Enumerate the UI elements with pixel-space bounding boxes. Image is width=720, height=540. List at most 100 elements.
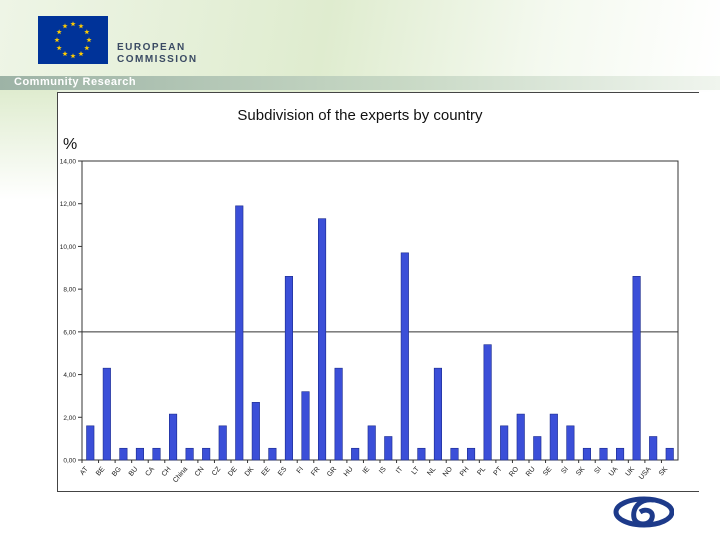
x-tick-label: IE <box>362 466 372 476</box>
ec-name: EUROPEAN COMMISSION <box>117 42 198 66</box>
bar <box>467 447 476 461</box>
x-tick-label: CH <box>161 466 173 478</box>
bar <box>284 276 293 461</box>
x-tick-label: USA <box>638 466 653 482</box>
x-tick-label: UK <box>625 466 637 478</box>
flag-star <box>84 45 90 51</box>
x-tick-label: FI <box>296 466 305 475</box>
bar <box>86 425 95 461</box>
y-tick-label: 12,00 <box>60 201 77 208</box>
flag-star <box>70 53 76 59</box>
chart-title: Subdivision of the experts by country <box>237 107 483 124</box>
y-tick-label: 8,00 <box>63 287 76 294</box>
y-tick-label: 4,00 <box>63 372 76 379</box>
x-tick-label: BE <box>95 466 107 478</box>
x-tick-label: RU <box>525 466 537 478</box>
x-tick-label: China <box>172 466 189 485</box>
bar <box>301 391 310 461</box>
x-tick-label: LT <box>411 465 422 476</box>
y-tick-label: 10,00 <box>60 244 77 251</box>
bar <box>500 425 509 461</box>
bar <box>400 252 409 461</box>
y-tick-label: 2,00 <box>63 415 76 422</box>
ec-name-line1: EUROPEAN <box>117 42 186 53</box>
bar <box>599 447 608 461</box>
bar <box>665 447 674 461</box>
bar <box>450 447 459 461</box>
bar <box>516 413 525 461</box>
x-tick-label: CA <box>144 466 156 478</box>
flag-star <box>70 21 76 27</box>
bar <box>582 447 591 461</box>
y-tick-label: 6,00 <box>63 329 76 336</box>
bar <box>384 436 393 461</box>
x-tick-label: SI <box>560 466 570 476</box>
flag-star <box>62 51 68 57</box>
x-tick-label: GR <box>326 466 338 479</box>
flag-star <box>78 51 84 57</box>
x-tick-label: HU <box>343 466 355 478</box>
x-tick-label: PL <box>476 466 487 477</box>
x-tick-label: CN <box>194 466 206 478</box>
flag-star <box>86 37 92 43</box>
bar <box>185 447 194 461</box>
bar <box>119 447 128 461</box>
x-tick-label: RO <box>508 465 520 478</box>
bar <box>566 425 575 461</box>
y-tick-label: 0,00 <box>63 458 76 465</box>
x-tick-label: NL <box>426 466 437 477</box>
bar <box>169 413 178 461</box>
flag-star <box>54 37 60 43</box>
bar <box>649 436 658 461</box>
x-tick-label: BU <box>128 466 140 478</box>
bar <box>549 413 558 461</box>
flag-star <box>56 45 62 51</box>
x-tick-label: PT <box>493 465 505 477</box>
bar <box>152 447 161 461</box>
eu-flag-icon <box>38 16 108 64</box>
x-tick-label: UA <box>608 466 620 478</box>
x-tick-label: SI <box>593 466 603 476</box>
bar <box>268 447 277 461</box>
bar <box>417 447 426 461</box>
bar <box>102 367 111 461</box>
bar <box>135 447 144 461</box>
x-tick-label: SK <box>575 466 587 478</box>
bar <box>433 367 442 461</box>
bar <box>334 367 343 461</box>
x-tick-label: PH <box>459 466 471 478</box>
x-tick-label: AT <box>79 465 90 477</box>
y-tick-label: 14,00 <box>60 159 77 166</box>
bar <box>351 447 360 461</box>
x-tick-label: NO <box>442 465 454 478</box>
x-tick-label: IS <box>378 466 388 476</box>
x-tick-label: IT <box>395 465 405 475</box>
flag-star <box>84 29 90 35</box>
community-research-label: Community Research <box>14 76 137 88</box>
left-band <box>0 90 58 200</box>
x-tick-label: SE <box>542 466 554 478</box>
flag-star <box>78 23 84 29</box>
y-axis-label: % <box>63 136 78 153</box>
chart-frame <box>57 92 699 492</box>
bar <box>218 425 227 461</box>
bar <box>632 276 641 461</box>
flag-star <box>56 29 62 35</box>
bar <box>367 425 376 461</box>
x-tick-label: CZ <box>211 465 223 477</box>
bar <box>616 447 625 461</box>
x-tick-label: FR <box>310 466 321 478</box>
bar <box>533 436 542 461</box>
bar <box>202 447 211 461</box>
header-stripe <box>0 76 720 90</box>
x-tick-label: EE <box>261 466 273 478</box>
flag-star <box>62 23 68 29</box>
bar <box>483 344 492 461</box>
x-tick-label: DE <box>227 466 239 478</box>
ec-name-line2: COMMISSION <box>117 54 198 65</box>
x-tick-label: DK <box>244 466 256 478</box>
x-tick-label: SK <box>658 466 670 478</box>
bar <box>251 402 260 461</box>
x-tick-label: ES <box>277 466 289 478</box>
